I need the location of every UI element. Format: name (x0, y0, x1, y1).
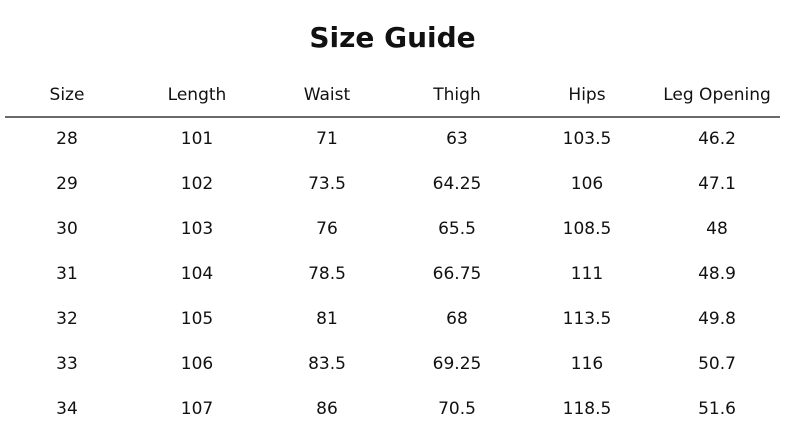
header-divider (5, 116, 780, 118)
table-cell: 113.5 (562, 309, 612, 329)
table-cell: 103.5 (562, 129, 612, 149)
column-header: Length (167, 85, 227, 105)
table-cell: 47.1 (698, 174, 736, 194)
table-row: 32 105 81 68 113.5 49.8 (2, 307, 782, 331)
table-cell: 106 (570, 174, 604, 194)
table-row: 34 107 86 70.5 118.5 51.6 (2, 397, 782, 421)
table-cell: 111 (570, 264, 604, 284)
table-cell: 51.6 (698, 399, 736, 419)
table-cell: 70.5 (438, 399, 476, 419)
table-cell: 34 (56, 399, 78, 419)
table-cell: 106 (180, 354, 214, 374)
column-header: Waist (303, 85, 351, 105)
table-cell: 107 (180, 399, 214, 419)
table-cell: 101 (180, 129, 214, 149)
table-cell: 50.7 (698, 354, 736, 374)
table-cell: 48.9 (698, 264, 736, 284)
table-cell: 105 (180, 309, 214, 329)
table-cell: 78.5 (308, 264, 346, 284)
table-cell: 116 (570, 354, 604, 374)
table-cell: 118.5 (562, 399, 612, 419)
table-row: 29 102 73.5 64.25 106 47.1 (2, 172, 782, 196)
table-cell: 71 (316, 129, 338, 149)
table-row: 30 103 76 65.5 108.5 48 (2, 217, 782, 241)
table-cell: 63 (446, 129, 468, 149)
table-cell: 32 (56, 309, 78, 329)
table-cell: 29 (56, 174, 78, 194)
column-header: Size (49, 85, 85, 105)
table-row: 33 106 83.5 69.25 116 50.7 (2, 352, 782, 376)
table-cell: 86 (316, 399, 338, 419)
table-cell: 33 (56, 354, 78, 374)
column-header: Leg Opening (663, 85, 771, 105)
table-cell: 69.25 (432, 354, 482, 374)
table-cell: 103 (180, 219, 214, 239)
table-cell: 108.5 (562, 219, 612, 239)
table-cell: 31 (56, 264, 78, 284)
table-cell: 73.5 (308, 174, 346, 194)
table-cell: 83.5 (308, 354, 346, 374)
column-header: Thigh (433, 85, 481, 105)
table-cell: 66.75 (432, 264, 482, 284)
table-row: 28 101 71 63 103.5 46.2 (2, 127, 782, 151)
table-cell: 48 (706, 219, 728, 239)
table-cell: 28 (56, 129, 78, 149)
table-row: 31 104 78.5 66.75 111 48.9 (2, 262, 782, 286)
table-cell: 81 (316, 309, 338, 329)
table-header: Size Length Waist Thigh Hips Leg Opening (2, 83, 782, 107)
table-cell: 65.5 (438, 219, 476, 239)
table-cell: 30 (56, 219, 78, 239)
table-cell: 76 (316, 219, 338, 239)
table-cell: 104 (180, 264, 214, 284)
column-header: Hips (568, 85, 606, 105)
table-cell: 68 (446, 309, 468, 329)
table-cell: 46.2 (698, 129, 736, 149)
table-cell: 102 (180, 174, 214, 194)
table-cell: 49.8 (698, 309, 736, 329)
page-title: Size Guide (309, 21, 476, 54)
table-cell: 64.25 (432, 174, 482, 194)
